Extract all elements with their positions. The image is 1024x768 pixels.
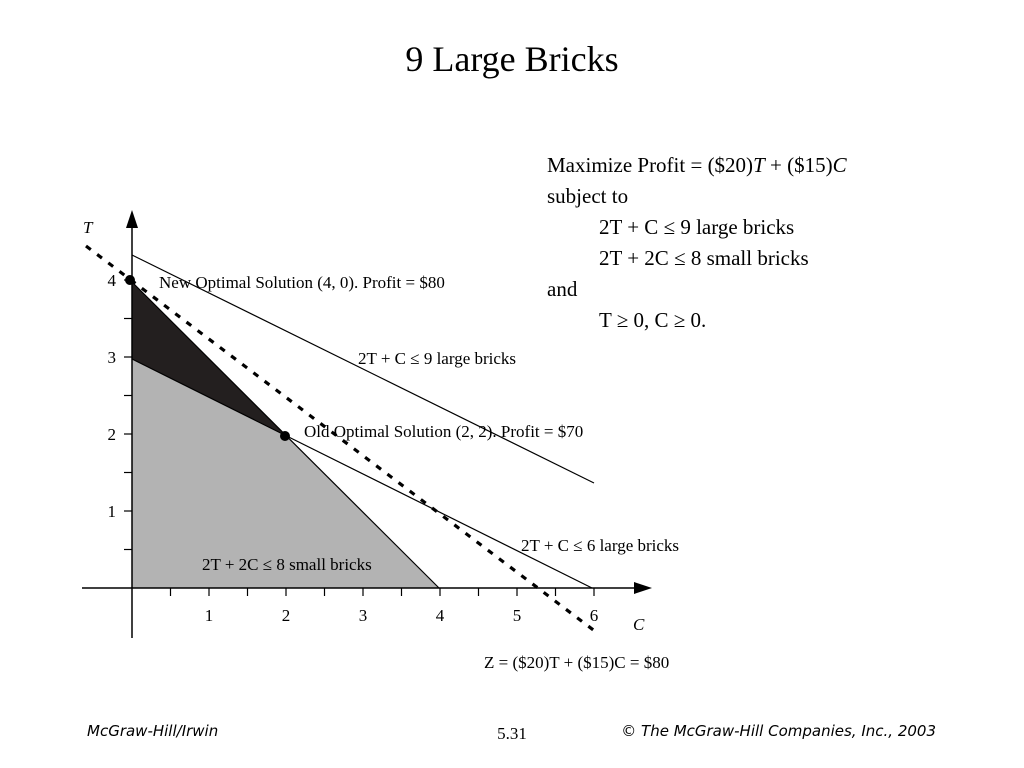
constraint-line-large6 bbox=[131, 358, 593, 589]
objective-line: Maximize Profit = ($20)T + ($15)C bbox=[547, 153, 847, 177]
x-tick-label: 1 bbox=[205, 606, 214, 625]
y-tick-label: 3 bbox=[108, 348, 117, 367]
page-title: 9 Large Bricks bbox=[405, 39, 619, 79]
feasible-region-small bbox=[132, 359, 439, 588]
subject-to-line: subject to bbox=[547, 184, 629, 208]
profit-line-z80 bbox=[85, 244, 597, 634]
large9-label: 2T + C ≤ 9 large bricks bbox=[358, 349, 516, 368]
axis-ticks bbox=[124, 279, 595, 596]
x-tick-label: 4 bbox=[436, 606, 445, 625]
old-optimal-point bbox=[280, 431, 290, 441]
x-tick-label: 2 bbox=[282, 606, 291, 625]
nonnegativity-line: T ≥ 0, C ≥ 0. bbox=[599, 308, 707, 332]
constraint-line-large9 bbox=[131, 254, 595, 484]
new-optimal-label: New Optimal Solution (4, 0). Profit = $8… bbox=[159, 273, 445, 292]
axis-tick-labels: 1 2 3 4 5 6 1 2 3 4 bbox=[108, 271, 599, 625]
small8-label: 2T + 2C ≤ 8 small bricks bbox=[202, 555, 372, 574]
lp-model: Maximize Profit = ($20)T + ($15)C subjec… bbox=[547, 150, 847, 336]
profit-line-label: Z = ($20)T + ($15)C = $80 bbox=[484, 653, 669, 672]
old-optimal-label: Old Optimal Solution (2, 2). Profit = $7… bbox=[304, 422, 583, 441]
y-tick-label: 2 bbox=[108, 425, 117, 444]
and-line: and bbox=[547, 277, 578, 301]
x-tick-label: 3 bbox=[359, 606, 368, 625]
x-tick-label: 5 bbox=[513, 606, 522, 625]
x-axis-arrow bbox=[634, 582, 652, 594]
y-axis-arrow bbox=[126, 210, 138, 228]
footer-copyright: © The McGraw-Hill Companies, Inc., 2003 bbox=[621, 722, 936, 740]
slide-number: 5.31 bbox=[497, 724, 527, 743]
y-tick-label: 4 bbox=[108, 271, 117, 290]
constraint-small-bricks: 2T + 2C ≤ 8 small bricks bbox=[599, 246, 809, 270]
constraint-large-bricks: 2T + C ≤ 9 large bricks bbox=[599, 215, 795, 239]
x-tick-label: 6 bbox=[590, 606, 599, 625]
new-optimal-point bbox=[125, 275, 135, 285]
x-axis-label: C bbox=[633, 615, 645, 634]
y-tick-label: 1 bbox=[108, 502, 117, 521]
footer-publisher: McGraw-Hill/Irwin bbox=[87, 722, 219, 740]
y-axis-label: T bbox=[83, 218, 94, 237]
large6-label: 2T + C ≤ 6 large bricks bbox=[521, 536, 679, 555]
